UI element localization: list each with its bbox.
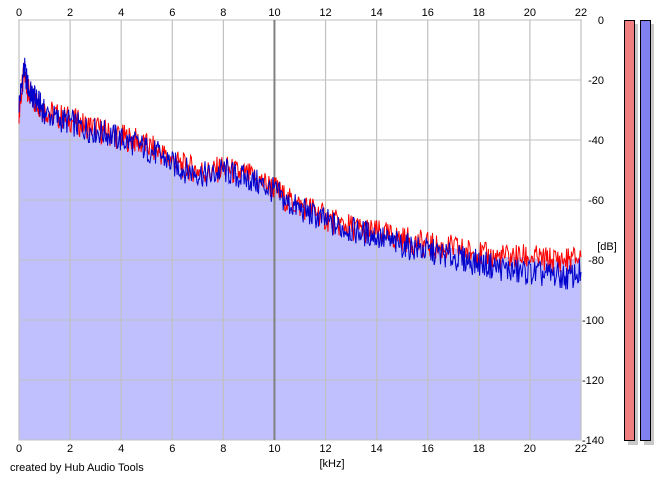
x-tick-label-top: 0 <box>16 7 22 19</box>
y-tick-label: -20 <box>588 75 604 87</box>
x-tick-label-bottom: 6 <box>169 443 175 455</box>
x-tick-label-top: 2 <box>67 7 73 19</box>
y-tick-label: -100 <box>582 315 604 327</box>
y-tick-label: -80 <box>588 255 604 267</box>
x-tick-label-bottom: 14 <box>371 443 383 455</box>
y-tick-label: -120 <box>582 375 604 387</box>
y-tick-label: -60 <box>588 195 604 207</box>
credit-text: created by Hub Audio Tools <box>10 462 144 474</box>
x-tick-label-top: 18 <box>473 7 485 19</box>
x-tick-label-top: 10 <box>268 7 280 19</box>
x-tick-label-bottom: 0 <box>16 443 22 455</box>
y-axis-label: [dB] <box>597 241 617 253</box>
x-tick-label-bottom: 12 <box>319 443 331 455</box>
level-meter-right <box>640 20 651 441</box>
y-tick-label: 0 <box>598 15 604 27</box>
x-tick-label-bottom: 10 <box>268 443 280 455</box>
x-tick-label-bottom: 18 <box>473 443 485 455</box>
x-tick-label-bottom: 16 <box>422 443 434 455</box>
spectrum-line-right <box>18 57 582 290</box>
x-tick-label-top: 8 <box>220 7 226 19</box>
x-tick-label-top: 14 <box>371 7 383 19</box>
y-tick-label: -40 <box>588 135 604 147</box>
x-tick-label-top: 22 <box>575 7 587 19</box>
x-tick-label-bottom: 20 <box>524 443 536 455</box>
x-tick-label-top: 20 <box>524 7 536 19</box>
level-meter-left <box>624 20 635 441</box>
x-tick-label-top: 16 <box>422 7 434 19</box>
x-tick-label-bottom: 22 <box>575 443 587 455</box>
x-tick-label-top: 6 <box>169 7 175 19</box>
x-tick-label-top: 12 <box>319 7 331 19</box>
x-tick-label-bottom: 4 <box>118 443 124 455</box>
x-tick-label-bottom: 2 <box>67 443 73 455</box>
x-tick-label-bottom: 8 <box>220 443 226 455</box>
spectrum-fill <box>19 74 581 440</box>
x-axis-label: [kHz] <box>319 458 344 470</box>
x-tick-label-top: 4 <box>118 7 124 19</box>
y-tick-label: -140 <box>582 435 604 447</box>
